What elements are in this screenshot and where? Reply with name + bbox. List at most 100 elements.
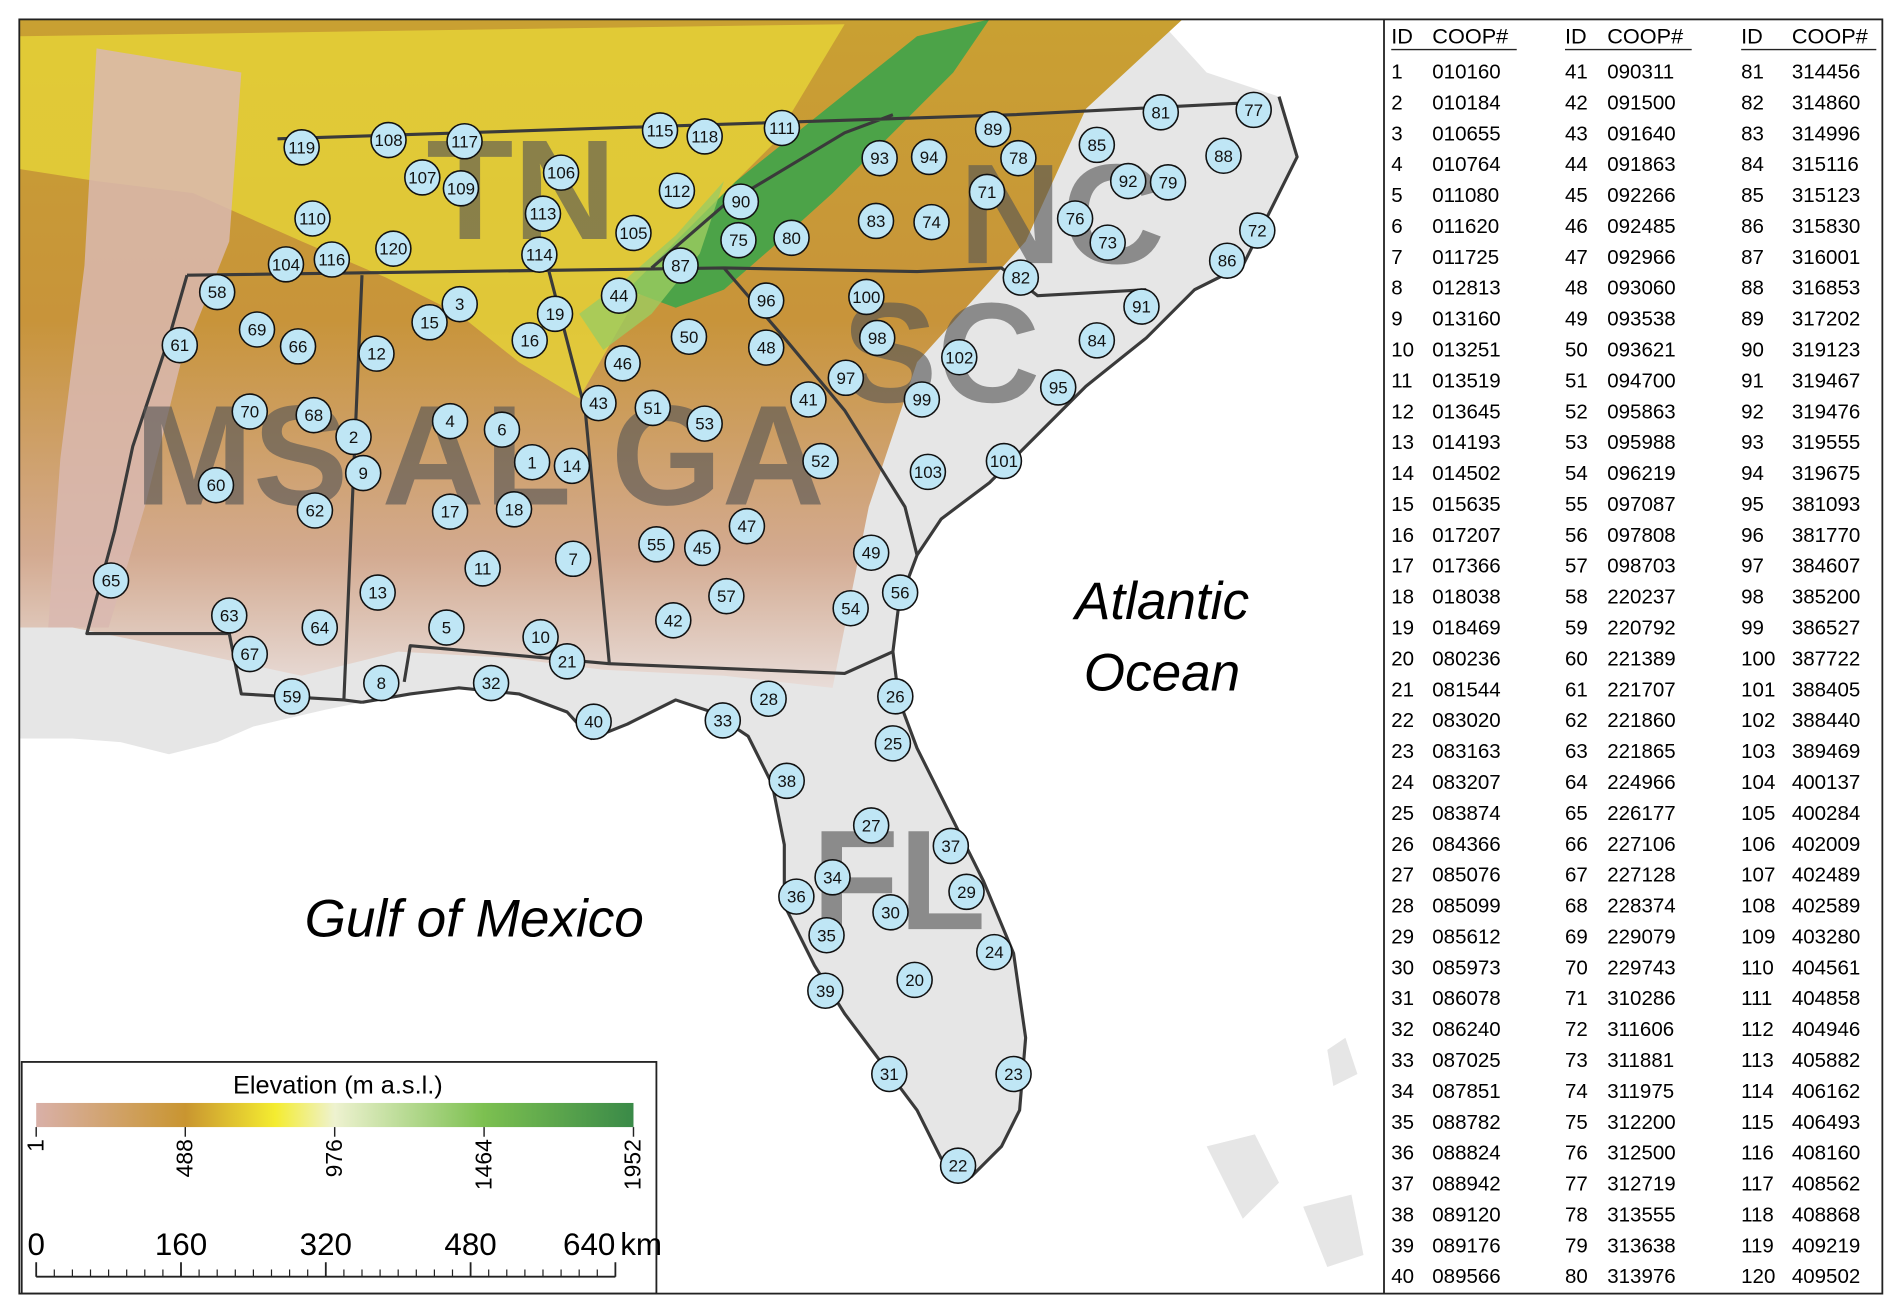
- table-cell-id: 48: [1565, 277, 1588, 300]
- table-cell-coop: 404858: [1792, 987, 1860, 1010]
- table-cell-id: 58: [1565, 586, 1588, 609]
- table-cell-coop: 319467: [1792, 369, 1860, 392]
- table-cell-id: 85: [1741, 184, 1764, 207]
- station-marker: [548, 643, 586, 680]
- station-label: 80: [782, 229, 801, 248]
- station-marker: [1208, 242, 1246, 280]
- station-marker: [1078, 322, 1116, 359]
- table-cell-coop: 402589: [1792, 895, 1860, 918]
- table-cell-coop: 083020: [1432, 709, 1500, 732]
- scale-tick-label: 160: [155, 1227, 207, 1262]
- station-marker: [1078, 126, 1116, 164]
- table-cell-coop: 086240: [1432, 1018, 1500, 1041]
- station-label: 77: [1244, 101, 1263, 120]
- table-cell-coop: 084366: [1432, 833, 1500, 856]
- table-cell-id: 53: [1565, 431, 1588, 454]
- station-label: 58: [208, 283, 227, 302]
- station-label: 10: [531, 628, 550, 647]
- table-cell-id: 35: [1391, 1111, 1414, 1134]
- station-label: 104: [272, 255, 300, 274]
- table-cell-coop: 221389: [1607, 647, 1675, 670]
- table-cell-id: 56: [1565, 524, 1588, 547]
- station-marker: [231, 393, 269, 430]
- table-cell-coop: 092966: [1607, 246, 1675, 269]
- table-cell-id: 30: [1391, 956, 1414, 979]
- table-cell-coop: 083874: [1432, 802, 1500, 825]
- table-cell-id: 108: [1741, 895, 1775, 918]
- station-marker: [542, 154, 580, 191]
- station-marker: [161, 326, 199, 364]
- station-label: 38: [777, 772, 796, 791]
- station-marker: [279, 328, 317, 365]
- table-cell-coop: 085099: [1432, 895, 1500, 918]
- station-label: 98: [868, 329, 887, 348]
- station-marker: [1039, 369, 1077, 406]
- table-cell-coop: 091640: [1607, 122, 1675, 145]
- station-label: 50: [680, 328, 699, 347]
- station-marker: [370, 121, 407, 159]
- station-marker: [358, 335, 395, 372]
- table-cell-coop: 014502: [1432, 462, 1500, 485]
- table-cell-id: 114: [1741, 1080, 1774, 1103]
- station-label: 19: [546, 305, 565, 324]
- islands: [1206, 1037, 1364, 1268]
- station-label: 106: [547, 164, 575, 183]
- table-cell-coop: 319476: [1792, 400, 1860, 423]
- table-cell-coop: 386527: [1792, 617, 1860, 640]
- table-cell-id: 104: [1741, 771, 1775, 794]
- table-cell-id: 54: [1565, 462, 1588, 485]
- station-marker: [1056, 200, 1094, 237]
- station-label: 107: [408, 169, 436, 188]
- mississippi-valley: [48, 48, 242, 628]
- station-marker: [295, 396, 333, 434]
- table-cell-id: 47: [1565, 246, 1588, 269]
- station-marker: [554, 540, 592, 578]
- table-cell-coop: 406162: [1792, 1080, 1860, 1103]
- table-cell-coop: 389469: [1792, 740, 1860, 763]
- station-label: 61: [170, 336, 189, 355]
- table-cell-id: 1: [1391, 61, 1402, 84]
- station-marker: [722, 183, 760, 220]
- table-cell-coop: 319675: [1792, 462, 1860, 485]
- station-marker: [580, 384, 617, 422]
- table-cell-coop: 095988: [1607, 431, 1675, 454]
- station-marker: [524, 195, 562, 232]
- station-label: 20: [905, 971, 924, 990]
- station-label: 2: [349, 428, 358, 447]
- table-cell-id: 15: [1391, 493, 1414, 516]
- table-cell-coop: 089120: [1432, 1203, 1500, 1226]
- station-marker: [807, 972, 844, 1010]
- scale-tick-label: 640: [563, 1227, 615, 1262]
- table-cell-coop: 092266: [1607, 184, 1675, 207]
- station-label: 70: [240, 403, 259, 422]
- table-cell-coop: 013160: [1432, 308, 1500, 331]
- station-marker: [513, 443, 551, 481]
- station-marker: [655, 602, 692, 639]
- station-marker: [92, 562, 130, 599]
- station-label: 96: [757, 292, 776, 311]
- station-marker: [294, 200, 331, 237]
- table-cell-coop: 315123: [1792, 184, 1860, 207]
- station-marker: [1123, 288, 1160, 325]
- table-cell-id: 112: [1741, 1018, 1774, 1041]
- station-label: 78: [1009, 149, 1028, 168]
- table-cell-id: 87: [1741, 246, 1764, 269]
- station-label: 71: [978, 183, 997, 202]
- table-cell-id: 72: [1565, 1018, 1588, 1041]
- station-marker: [1089, 224, 1126, 261]
- station-label: 34: [823, 868, 842, 887]
- station-label: 83: [867, 212, 886, 231]
- table-cell-coop: 220792: [1607, 617, 1675, 640]
- station-marker: [313, 241, 351, 278]
- station-marker: [940, 338, 978, 376]
- table-cell-id: 77: [1565, 1173, 1588, 1196]
- station-marker: [968, 173, 1006, 211]
- table-cell-id: 39: [1391, 1234, 1414, 1257]
- table-cell-id: 45: [1565, 184, 1588, 207]
- table-cell-id: 18: [1391, 586, 1414, 609]
- table-cell-coop: 313976: [1607, 1265, 1675, 1288]
- table-cell-coop: 012813: [1432, 277, 1500, 300]
- frame: [18, 18, 1884, 1295]
